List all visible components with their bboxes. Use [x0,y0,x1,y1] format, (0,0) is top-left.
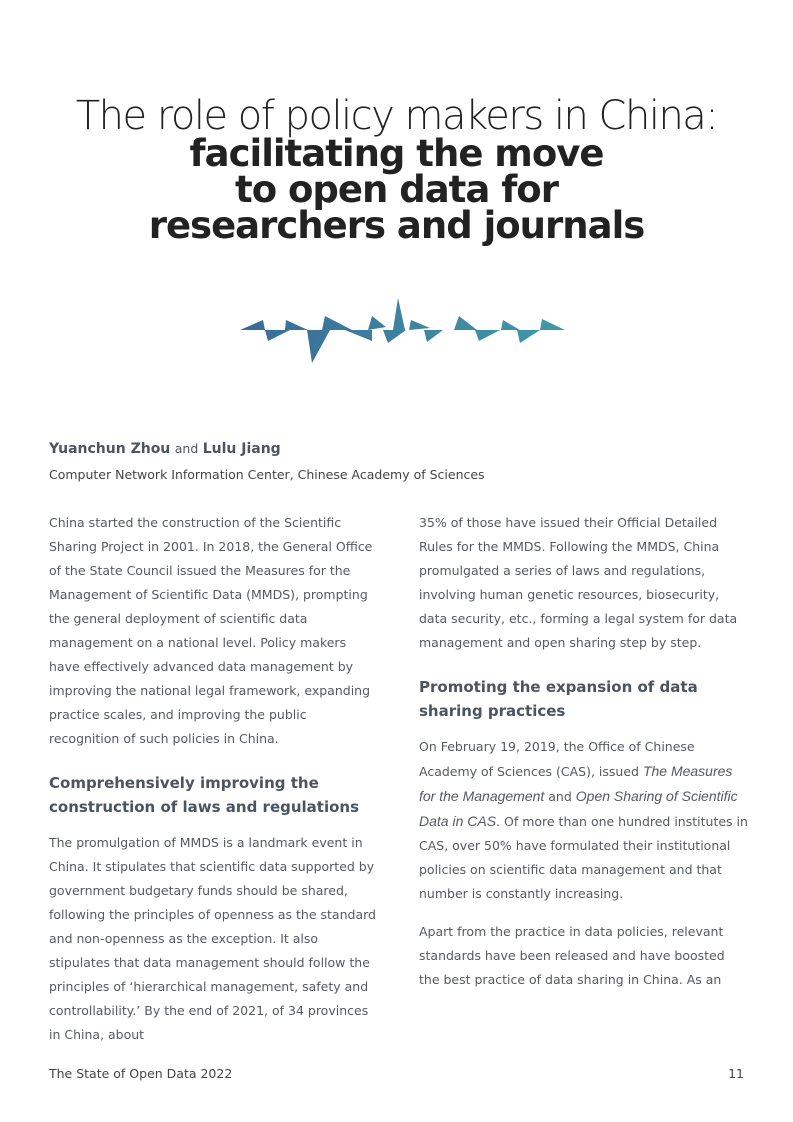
wave-triangle [501,320,520,330]
left-column: China started the construction of the Sc… [49,511,379,1061]
page-title: The role of policy makers in China: faci… [75,93,719,247]
wave-triangle [540,319,565,330]
section-heading: Promoting the expansion of data sharing … [419,678,698,720]
wave-triangle [240,320,265,330]
wave-triangle [265,330,290,341]
paragraph: On February 19, 2019, the Office of Chin… [419,739,748,901]
wave-triangle [424,330,443,342]
paragraph: The promulgation of MMDS is a landmark e… [49,835,376,1042]
wave-decoration-icon [240,298,565,363]
wave-triangle [285,320,308,330]
wave-triangle [409,320,430,330]
page-number: 11 [728,1066,744,1081]
wave-triangle [383,330,406,343]
paragraph: 35% of those have issued their Official … [419,515,738,650]
wave-triangle [475,330,500,341]
wave-triangle [454,316,477,330]
section-heading: Comprehensively improving the constructi… [49,774,360,816]
authors: Yuanchun Zhou and Lulu Jiang [49,441,281,457]
footer-publication: The State of Open Data 2022 [49,1066,233,1081]
wave-triangle [517,330,540,343]
right-column: 35% of those have issued their Official … [419,511,749,1006]
paragraph: China started the construction of the Sc… [49,515,373,746]
wave-triangle [368,316,386,330]
wave-triangle [307,330,330,363]
wave-triangle [345,330,372,341]
wave-triangle [393,298,405,330]
paragraph: Apart from the practice in data policies… [419,924,725,987]
wave-triangle [322,316,352,330]
affiliation: Computer Network Information Center, Chi… [49,467,485,482]
